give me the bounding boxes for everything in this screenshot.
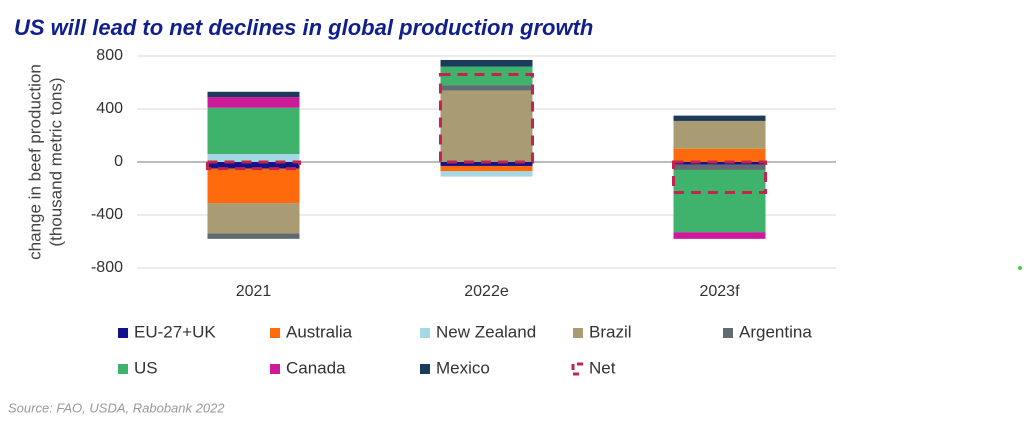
bar-segment [673, 115, 766, 121]
legend-label: Net [589, 358, 616, 377]
legend-swatch [118, 364, 128, 374]
legend-swatch [420, 328, 430, 338]
x-tick-label: 2022e [464, 283, 509, 300]
bar-segment [440, 165, 533, 172]
y-tick-label: -400 [91, 206, 123, 223]
bar-segment [207, 233, 300, 239]
bar-segment [207, 154, 300, 162]
legend-label: EU-27+UK [134, 322, 216, 341]
bar-segment [673, 164, 766, 170]
bar-segment [440, 171, 533, 177]
decor-dot [1018, 266, 1022, 270]
bar-segment [440, 59, 533, 67]
y-tick-label: 800 [96, 47, 123, 64]
bar-segment [673, 148, 766, 162]
y-tick-label: 400 [96, 100, 123, 117]
legend-swatch [270, 364, 280, 374]
bar-segment [207, 97, 300, 108]
legend-swatch [571, 362, 583, 376]
y-label-line: (thousand metric tons) [46, 77, 65, 246]
legend-swatch [118, 328, 128, 338]
legend-label: Australia [286, 322, 353, 341]
legend-swatch [270, 328, 280, 338]
legend-label: Canada [286, 358, 346, 377]
legend-label: Brazil [589, 322, 632, 341]
bar-segment [673, 162, 766, 165]
legend-label: US [134, 358, 158, 377]
legend-swatch [723, 328, 733, 338]
net-box [439, 73, 534, 164]
y-tick-label: 0 [114, 153, 123, 170]
bar-segment [440, 162, 533, 166]
chart-title: US will lead to net declines in global p… [14, 15, 593, 40]
x-tick-label: 2023f [699, 283, 740, 300]
legend-label: Mexico [436, 358, 490, 377]
bar-segment [207, 91, 300, 98]
legend-label: Argentina [739, 322, 812, 341]
bar-segment [207, 168, 300, 204]
bar-segment [440, 85, 533, 91]
legend-swatch [573, 328, 583, 338]
bar-segment [207, 203, 300, 234]
net-box [672, 160, 767, 194]
legend-label: New Zealand [436, 322, 536, 341]
bar-segment [440, 66, 533, 86]
source: Source: FAO, USDA, Rabobank 2022 [8, 400, 225, 415]
y-tick-label: -800 [91, 259, 123, 276]
bar-segment [207, 162, 300, 169]
bar-segment [673, 169, 766, 233]
legend-swatch [420, 364, 430, 374]
bar-segment [207, 107, 300, 155]
bar-segment [440, 90, 533, 162]
bar-segment [673, 120, 766, 149]
y-label-line: change in beef production [25, 64, 44, 260]
x-tick-label: 2021 [236, 283, 272, 300]
y-axis-title: change in beef production (thousand metr… [25, 64, 65, 260]
net-box [206, 160, 301, 171]
bar-segment [673, 232, 766, 239]
